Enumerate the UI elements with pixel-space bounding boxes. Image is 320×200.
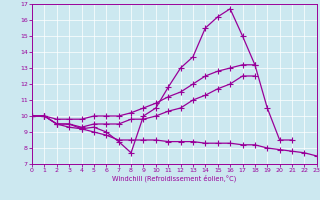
X-axis label: Windchill (Refroidissement éolien,°C): Windchill (Refroidissement éolien,°C) (112, 175, 236, 182)
